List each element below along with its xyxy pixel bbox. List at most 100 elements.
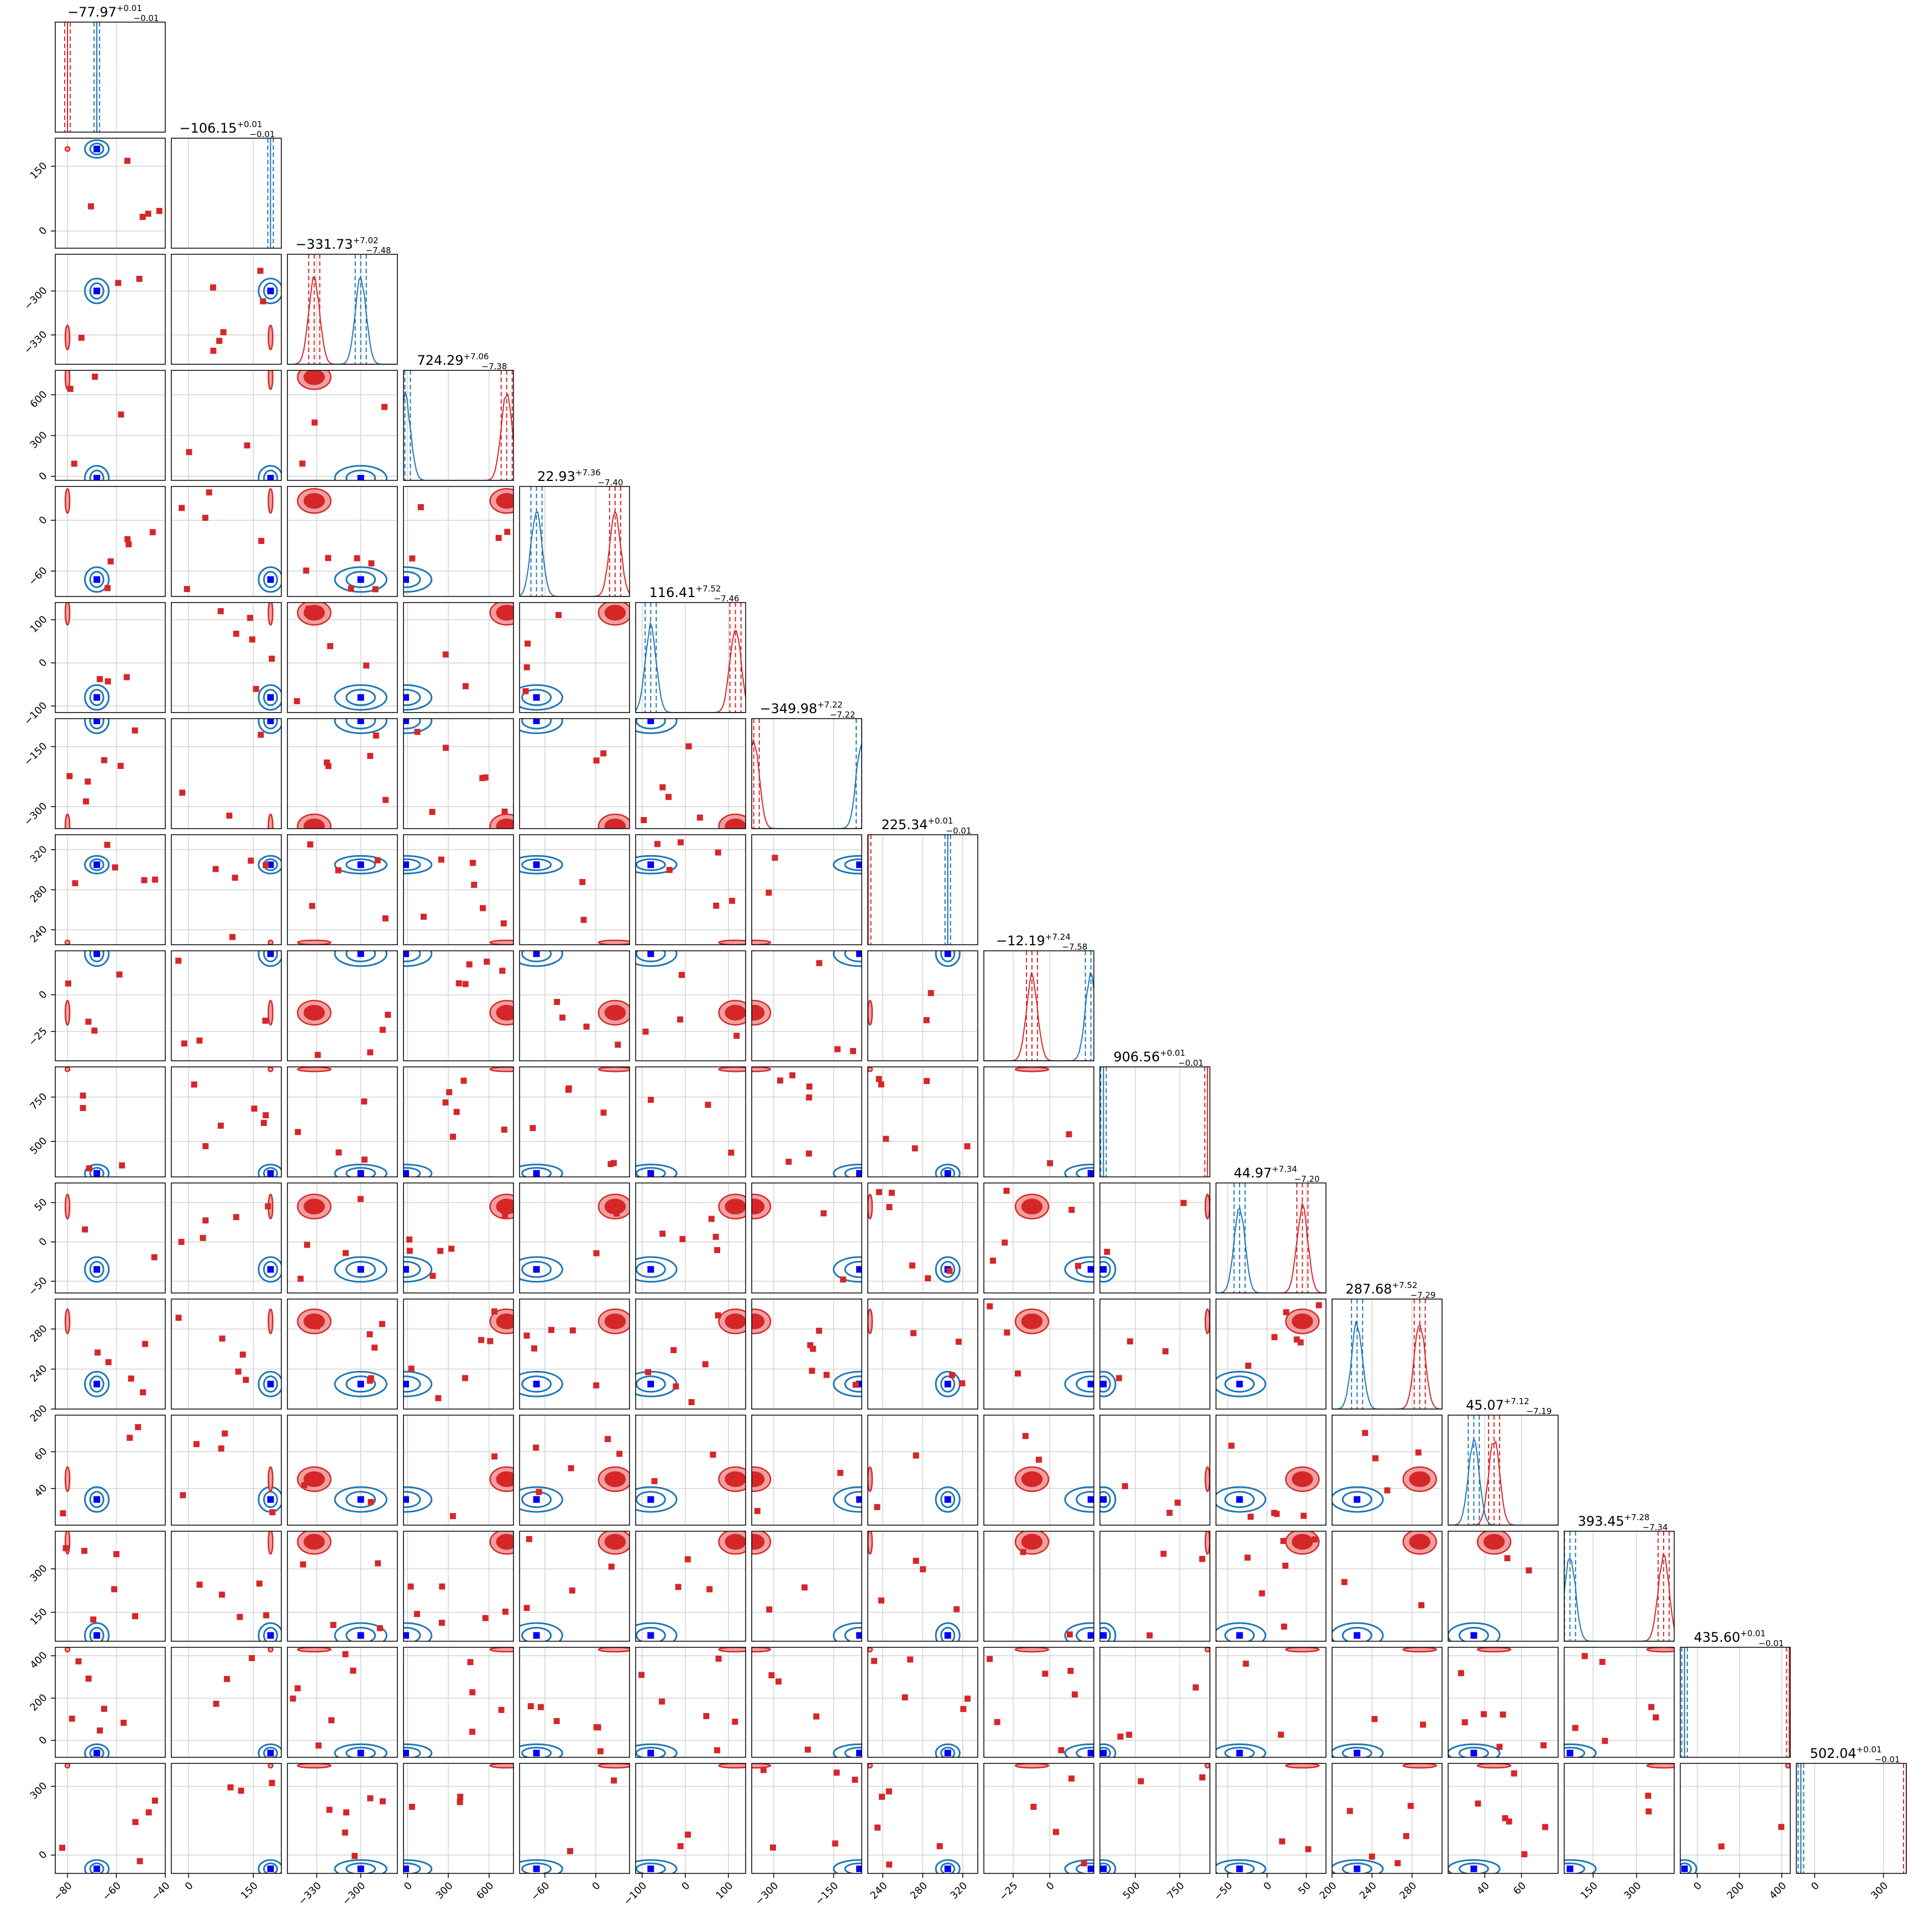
red-contour [297, 939, 332, 945]
red-sample-marker [139, 213, 146, 220]
scatter-panel-13-6 [751, 1531, 862, 1642]
panel-content [403, 1067, 513, 1177]
red-sample-marker [145, 1809, 152, 1816]
blue-mode-marker [403, 694, 409, 701]
red-sample-marker [251, 1105, 258, 1112]
blue-histogram [636, 621, 746, 713]
panel-frame [171, 834, 282, 945]
red-sample-marker [90, 1616, 97, 1623]
red-sample-marker [258, 731, 264, 738]
red-sample-marker [536, 1489, 542, 1495]
red-sample-marker [871, 1658, 878, 1664]
red-sample-marker [1245, 1363, 1251, 1369]
red-sample-marker [666, 867, 673, 873]
blue-mode-marker [267, 694, 274, 701]
x-tick-label: 320 [948, 1880, 969, 1902]
blue-mode-marker [1681, 1865, 1688, 1872]
blue-contour-inner [1564, 1862, 1585, 1873]
scatter-panel-6-0: −300−150 [22, 718, 166, 829]
red-sample-marker [80, 1104, 86, 1111]
scatter-panel-12-1 [171, 1415, 282, 1526]
title-minus: −7.22 [830, 710, 856, 720]
red-sample-marker [467, 1659, 474, 1666]
red-sample-marker [1372, 1455, 1378, 1462]
blue-mode-marker [357, 1266, 364, 1273]
panel-content [520, 1299, 630, 1409]
red-sample-marker [685, 743, 692, 750]
x-tick-label: 500 [1121, 1880, 1142, 1902]
red-sample-marker [247, 615, 254, 621]
red-contour [868, 1308, 873, 1334]
x-tick-label: 100 [714, 1880, 735, 1902]
panel-content [55, 603, 165, 713]
red-contour [268, 939, 274, 945]
blue-contour-inner [521, 1746, 552, 1757]
panel-frame [983, 1299, 1094, 1410]
red-histogram [520, 510, 630, 596]
x-tick-label: 0 [1691, 1880, 1704, 1893]
red-sample-marker [180, 1492, 186, 1499]
red-sample-marker [111, 1586, 118, 1593]
title-value: −331.73 [295, 237, 353, 252]
red-contour [868, 1466, 873, 1493]
scatter-panel-13-2 [287, 1531, 398, 1642]
red-sample-marker [269, 1779, 275, 1786]
blue-contour-outer [1564, 1859, 1597, 1873]
panel-frame [867, 1066, 978, 1177]
blue-mode-marker [856, 1170, 862, 1177]
blue-contour-inner [345, 719, 376, 730]
red-sample-marker [65, 980, 71, 987]
red-contour-inner [1409, 1471, 1430, 1488]
blue-mode-marker [533, 951, 540, 957]
blue-contour-inner [844, 1862, 862, 1873]
red-sample-marker [1014, 1370, 1021, 1377]
red-sample-marker [86, 1165, 92, 1171]
red-contour [1402, 1647, 1437, 1653]
red-sample-marker [567, 1848, 573, 1855]
blue-contour-outer [935, 1256, 961, 1283]
blue-mode-marker [533, 1170, 540, 1177]
red-sample-marker [216, 338, 223, 344]
red-contour [868, 1531, 873, 1555]
blue-contour-inner [89, 469, 104, 480]
red-sample-marker [66, 773, 73, 779]
blue-contour-outer [520, 1370, 563, 1397]
red-sample-marker [638, 1672, 645, 1678]
y-tick-label: 600 [28, 389, 49, 410]
panel-frame [635, 718, 746, 829]
red-sample-marker [1645, 1792, 1652, 1799]
red-sample-marker [754, 1507, 761, 1514]
red-contour [1785, 1763, 1790, 1769]
blue-contour-inner [403, 719, 421, 730]
blue-contour-inner [844, 1627, 862, 1641]
blue-contour-inner [345, 1862, 376, 1873]
red-sample-marker [760, 1767, 767, 1773]
panel-content [636, 1299, 746, 1409]
x-tick-label: −100 [621, 1880, 649, 1908]
panel-frame [55, 1415, 166, 1526]
red-sample-marker [487, 1338, 494, 1344]
x-tick-label: 600 [474, 1880, 496, 1902]
blue-mode-marker [647, 1380, 654, 1388]
scatter-panel-10-3 [403, 1182, 514, 1294]
panel-frame [867, 1415, 978, 1526]
title-plus: +7.22 [817, 700, 843, 710]
scatter-panel-13-7 [867, 1531, 978, 1642]
red-sample-marker [1199, 1774, 1205, 1781]
red-sample-marker [85, 1018, 92, 1025]
blue-mode-marker [944, 1170, 951, 1177]
red-sample-marker [258, 538, 265, 544]
blue-contour-outer [1216, 1486, 1266, 1513]
blue-mode-marker [93, 1750, 101, 1757]
red-sample-marker [210, 347, 217, 354]
panel-content [55, 1531, 165, 1641]
red-sample-marker [948, 1372, 955, 1379]
red-sample-marker [128, 1375, 134, 1382]
x-tick-label: −330 [296, 1880, 324, 1908]
panel-content [520, 1647, 630, 1757]
red-sample-marker [361, 1156, 368, 1163]
panel-content [55, 1299, 165, 1409]
red-sample-marker [408, 1804, 415, 1810]
panel-frame [751, 718, 862, 829]
